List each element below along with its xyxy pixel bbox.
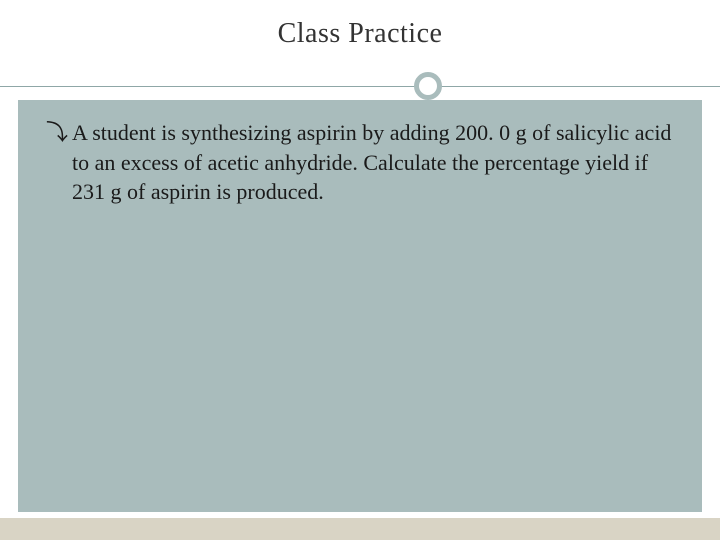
- bullet-item: ⤵ A student is synthesizing aspirin by a…: [46, 118, 674, 207]
- slide-title: Class Practice: [0, 18, 720, 50]
- slide: Class Practice ⤵ A student is synthesizi…: [0, 0, 720, 540]
- title-area: Class Practice: [0, 0, 720, 68]
- bottom-accent-bar: [0, 518, 720, 540]
- divider-line: [0, 86, 720, 87]
- divider-circle-icon: [414, 72, 442, 100]
- body-text: A student is synthesizing aspirin by add…: [72, 118, 674, 207]
- body-panel: ⤵ A student is synthesizing aspirin by a…: [18, 100, 702, 512]
- bullet-glyph-icon: ⤵: [46, 118, 68, 148]
